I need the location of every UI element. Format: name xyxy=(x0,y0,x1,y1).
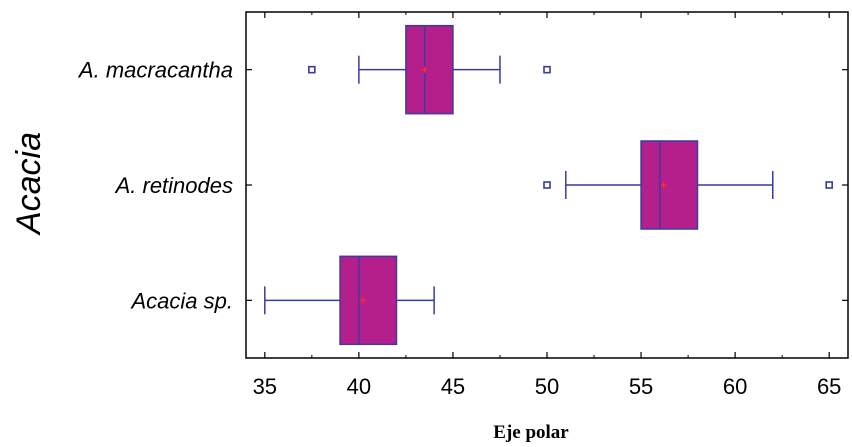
y-axis-title: Acacia xyxy=(10,132,48,236)
x-tick-label: 55 xyxy=(629,374,653,399)
outlier-point xyxy=(543,181,551,189)
outlier-point xyxy=(825,181,833,189)
outlier-point xyxy=(543,65,551,74)
x-axis-title: Eje polar xyxy=(493,422,569,443)
x-tick-label: 40 xyxy=(347,374,371,399)
outlier-point xyxy=(308,65,316,74)
x-tick-label: 50 xyxy=(535,374,559,399)
box-group xyxy=(264,255,435,346)
x-tick-label: 45 xyxy=(441,374,465,399)
iqr-box xyxy=(640,140,699,230)
iqr-box xyxy=(405,24,454,115)
x-tick-label: 65 xyxy=(817,374,841,399)
category-label: Acacia sp. xyxy=(130,288,234,313)
x-tick-label: 60 xyxy=(723,374,747,399)
box-series xyxy=(264,24,833,346)
category-labels: A. macracantha A. retinodes Acacia sp. xyxy=(77,58,233,314)
x-tick-label: 35 xyxy=(253,374,277,399)
box-group xyxy=(543,140,833,230)
iqr-box xyxy=(339,255,398,346)
category-label: A. retinodes xyxy=(114,173,233,198)
category-label: A. macracantha xyxy=(77,58,233,83)
box-group xyxy=(308,24,551,115)
x-axis-ticks: 35 40 45 50 55 60 65 xyxy=(253,12,841,399)
y-axis-ticks xyxy=(246,69,848,301)
